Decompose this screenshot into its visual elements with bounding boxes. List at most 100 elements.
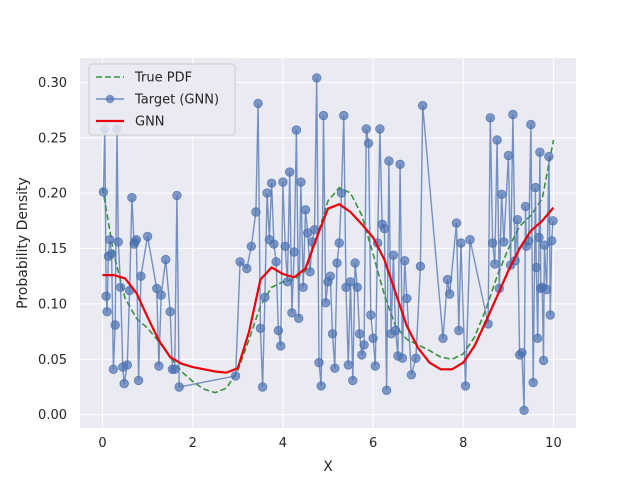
- series-target-gnn: [98, 73, 558, 416]
- data-point: [296, 177, 306, 187]
- series-line: [102, 203, 555, 374]
- x-axis-label: X: [323, 459, 333, 475]
- data-point: [278, 177, 288, 187]
- data-point: [133, 375, 144, 386]
- data-point: [343, 360, 354, 370]
- y-tick-label: 0.30: [38, 76, 67, 91]
- data-point: [359, 340, 369, 350]
- data-point: [151, 283, 162, 294]
- data-point: [282, 277, 293, 287]
- data-point: [298, 282, 308, 293]
- data-point: [348, 375, 358, 386]
- data-point: [395, 159, 405, 170]
- data-point: [165, 307, 175, 317]
- data-point: [262, 188, 272, 198]
- data-point: [368, 333, 378, 344]
- data-point: [101, 291, 111, 301]
- data-point: [345, 277, 356, 287]
- data-point: [390, 325, 401, 336]
- data-point: [533, 333, 543, 344]
- data-point: [230, 371, 241, 381]
- data-point: [113, 237, 124, 247]
- data-point: [538, 355, 549, 366]
- x-tick-label: 2: [189, 436, 197, 451]
- y-tick-label: 0.00: [38, 408, 67, 423]
- data-point: [361, 124, 372, 134]
- data-point: [548, 216, 558, 226]
- data-point: [285, 167, 295, 177]
- legend-entry: Target (GNN): [96, 93, 219, 108]
- data-point: [280, 241, 290, 252]
- data-point: [169, 364, 180, 375]
- data-point: [160, 254, 171, 265]
- data-point: [108, 364, 119, 375]
- data-point: [316, 381, 326, 391]
- data-point: [530, 182, 541, 193]
- data-point: [251, 207, 261, 217]
- data-point: [499, 237, 509, 247]
- data-point: [131, 234, 142, 245]
- data-point: [402, 293, 412, 304]
- data-point: [534, 232, 544, 243]
- data-point: [508, 109, 518, 120]
- data-point: [485, 113, 496, 123]
- data-point: [260, 292, 270, 303]
- data-point: [305, 267, 315, 277]
- data-point: [325, 271, 336, 281]
- data-point: [119, 379, 129, 389]
- data-point: [381, 385, 392, 396]
- data-point: [517, 348, 527, 358]
- data-point: [291, 125, 302, 135]
- data-point: [156, 290, 166, 300]
- data-point: [127, 192, 137, 203]
- data-point: [172, 190, 182, 201]
- data-point: [406, 370, 417, 380]
- data-point: [266, 178, 277, 188]
- x-tick-label: 0: [98, 436, 106, 451]
- data-point: [122, 360, 133, 370]
- data-point: [339, 110, 349, 121]
- data-point: [544, 151, 554, 162]
- data-point: [332, 258, 342, 268]
- data-point: [535, 147, 545, 157]
- legend-marker: [105, 94, 115, 104]
- series-gnn: [102, 203, 555, 374]
- data-point: [411, 353, 421, 363]
- data-point: [350, 258, 360, 268]
- data-point: [357, 350, 367, 360]
- data-point: [363, 138, 374, 149]
- series-layer: [98, 73, 558, 416]
- data-point: [528, 377, 538, 388]
- legend-label: True PDF: [134, 71, 192, 86]
- data-point: [442, 274, 453, 285]
- data-point: [496, 189, 507, 200]
- data-point: [102, 307, 112, 317]
- data-point: [336, 188, 347, 198]
- data-point: [289, 247, 299, 257]
- data-point: [400, 256, 410, 266]
- data-point: [370, 361, 381, 371]
- data-point: [321, 298, 331, 308]
- data-point: [330, 363, 340, 373]
- data-point: [106, 249, 117, 259]
- data-point: [110, 320, 120, 330]
- data-point: [418, 100, 428, 111]
- data-point: [318, 110, 329, 121]
- data-point: [105, 234, 115, 245]
- data-point: [253, 98, 263, 109]
- data-point: [460, 381, 471, 391]
- y-tick-label: 0.15: [38, 242, 67, 257]
- data-point: [136, 271, 146, 281]
- legend-label: GNN: [135, 115, 165, 130]
- data-point: [294, 313, 304, 324]
- data-point: [312, 73, 322, 83]
- data-point: [465, 234, 475, 245]
- data-point: [269, 239, 279, 249]
- data-point: [287, 308, 297, 318]
- data-point: [379, 223, 390, 234]
- data-point: [384, 156, 394, 166]
- data-point: [531, 262, 542, 273]
- data-point: [545, 310, 556, 320]
- data-point: [327, 329, 338, 339]
